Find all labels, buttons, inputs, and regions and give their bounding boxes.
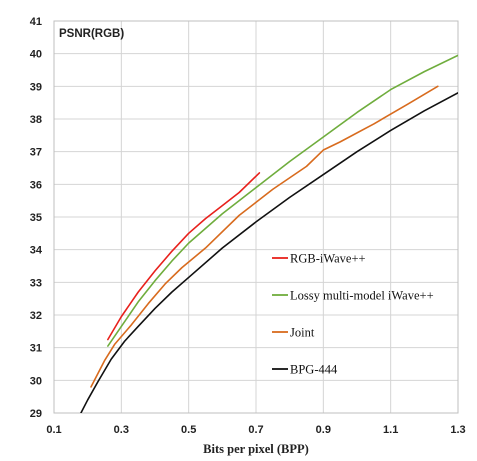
- x-tick-label: 0.7: [248, 424, 263, 436]
- x-axis: 0.1 0.3 0.5 0.7 0.9 1.1 1.3: [46, 424, 465, 436]
- y-tick-label: 34: [30, 245, 43, 257]
- legend-label: Joint: [290, 326, 315, 340]
- y-tick-label: 36: [30, 179, 42, 191]
- y-tick-label: 40: [30, 49, 42, 61]
- y-tick-label: 33: [30, 277, 42, 289]
- x-tick-label: 1.3: [450, 424, 465, 436]
- x-tick-label: 0.9: [316, 424, 331, 436]
- plot-frame: [53, 20, 459, 414]
- y-tick-label: 39: [30, 81, 42, 93]
- x-tick-label: 1.1: [383, 424, 398, 436]
- legend-label: BPG-444: [290, 363, 338, 377]
- y-tick-label: 29: [30, 408, 42, 420]
- series-line-1: [107, 54, 458, 347]
- y-tick-label: 41: [30, 16, 42, 28]
- legend: RGB-iWave++ Lossy multi-model iWave++ Join…: [272, 252, 434, 377]
- series-lines: [80, 54, 458, 413]
- y-tick-label: 35: [30, 212, 42, 224]
- y-tick-label: 32: [30, 310, 42, 322]
- x-axis-title: Bits per pixel (BPP): [203, 442, 309, 456]
- legend-label: RGB-iWave++: [290, 252, 366, 266]
- chart-title: PSNR(RGB): [59, 28, 124, 40]
- y-tick-label: 31: [30, 343, 42, 355]
- legend-label: Lossy multi-model iWave++: [290, 289, 434, 303]
- y-tick-label: 38: [30, 114, 42, 126]
- y-tick-label: 37: [30, 147, 42, 159]
- x-tick-label: 0.3: [114, 424, 129, 436]
- series-line-0: [107, 172, 261, 341]
- y-axis: 29 30 31 32 33 34 35 36 37 38 39 40 41: [30, 16, 43, 420]
- x-tick-label: 0.5: [181, 424, 196, 436]
- y-tick-label: 30: [30, 375, 42, 387]
- series-line-2: [90, 85, 439, 388]
- series-line-3: [80, 92, 458, 413]
- x-tick-label: 0.1: [46, 424, 61, 436]
